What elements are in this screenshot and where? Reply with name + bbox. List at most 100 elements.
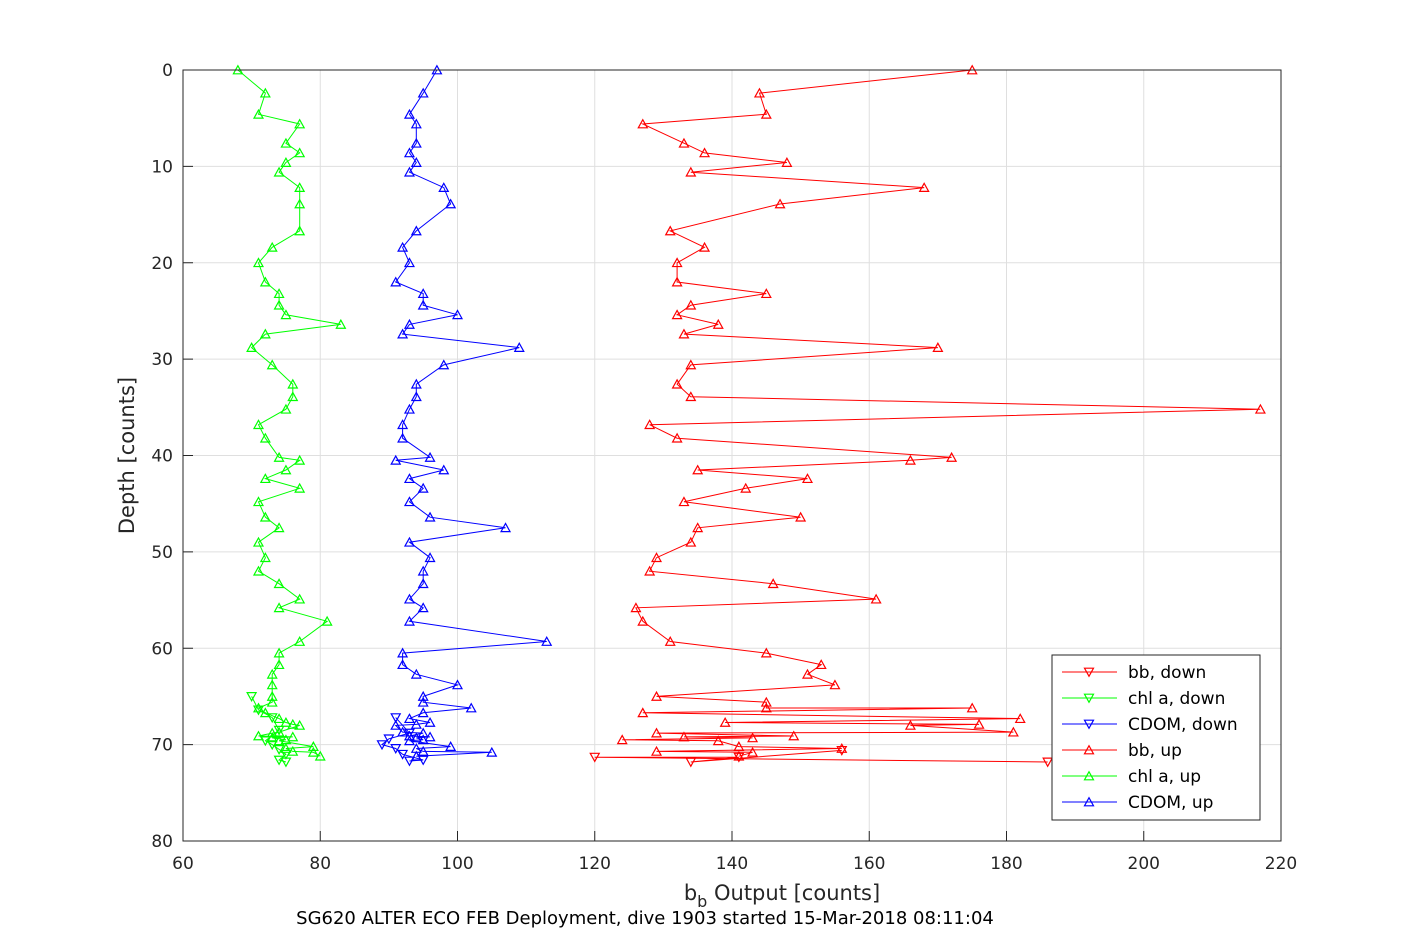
data-point: [273, 522, 285, 533]
data-point: [678, 328, 690, 339]
series-line: [237, 69, 341, 757]
data-point: [904, 454, 916, 465]
data-point: [417, 734, 429, 745]
data-point: [760, 647, 772, 658]
data-point: [417, 745, 429, 756]
data-point: [410, 157, 422, 167]
data-point: [417, 690, 429, 701]
data-point: [678, 137, 690, 148]
y-tick-label: 0: [162, 61, 173, 81]
data-point: [801, 668, 814, 679]
data-point: [486, 746, 498, 757]
data-point: [719, 716, 731, 727]
data-point: [259, 432, 271, 443]
data-point: [252, 702, 265, 713]
data-point: [438, 182, 450, 193]
data-point: [424, 511, 436, 522]
data-point: [417, 482, 429, 493]
data-point: [1042, 757, 1054, 768]
series-bb-down: [589, 745, 1054, 768]
data-point: [266, 713, 278, 724]
legend-item: chl a, down: [1062, 689, 1225, 709]
data-point: [252, 419, 265, 430]
x-tick-label: 200: [1128, 854, 1160, 874]
data-point: [403, 713, 415, 724]
data-point: [259, 552, 271, 563]
data-point: [397, 749, 409, 760]
data-point: [294, 147, 306, 158]
data-point: [287, 718, 299, 729]
data-point: [410, 718, 422, 729]
x-axis-label-rest: Output [counts]: [707, 881, 880, 905]
data-point: [273, 659, 285, 670]
data-point: [760, 696, 772, 707]
data-point: [424, 451, 436, 462]
data-point: [259, 87, 271, 98]
legend-item: bb, up: [1062, 741, 1182, 761]
x-tick-label: 120: [579, 854, 611, 874]
data-point: [403, 756, 415, 767]
data-point: [294, 198, 306, 209]
data-point: [1014, 713, 1026, 724]
data-point: [410, 378, 422, 389]
data-point: [946, 451, 958, 462]
data-point: [403, 166, 415, 177]
series-layer: [232, 64, 1266, 768]
data-point: [280, 742, 292, 753]
legend-item: chl a, up: [1062, 767, 1201, 787]
data-point: [712, 318, 724, 329]
x-axis-label-main: b: [684, 881, 697, 905]
series-cdom-up: [390, 64, 553, 761]
data-point: [767, 578, 779, 589]
legend-label: bb, up: [1128, 741, 1182, 761]
data-point: [692, 522, 704, 533]
series-bb-up: [616, 64, 1266, 761]
data-point: [445, 198, 457, 209]
data-point: [417, 696, 429, 707]
data-point: [753, 87, 765, 98]
data-point: [266, 727, 278, 738]
data-point: [630, 602, 642, 613]
legend-swatch-marker: [1083, 693, 1095, 704]
data-point: [410, 732, 422, 743]
x-axis-label-subscript: b: [697, 892, 707, 911]
data-point: [671, 257, 683, 268]
data-point: [973, 718, 985, 729]
data-point: [637, 707, 649, 718]
data-point: [650, 552, 663, 563]
data-point: [294, 118, 306, 129]
data-point: [417, 707, 429, 718]
data-point: [733, 750, 745, 761]
data-point: [273, 299, 285, 310]
data-point: [403, 735, 415, 746]
data-point: [280, 464, 292, 475]
y-tick-label: 20: [151, 254, 173, 274]
data-point: [397, 419, 409, 430]
data-point: [760, 288, 772, 299]
data-point: [438, 359, 450, 370]
data-point: [383, 734, 395, 745]
data-point: [273, 602, 285, 613]
data-point: [801, 473, 814, 484]
data-point: [294, 225, 306, 236]
data-point: [410, 137, 422, 148]
data-point: [287, 745, 299, 756]
data-point: [417, 299, 429, 310]
data-point: [273, 755, 285, 766]
data-point: [335, 318, 347, 329]
data-point: [259, 473, 271, 484]
y-tick-label: 30: [151, 350, 173, 370]
data-point: [246, 342, 258, 352]
data-point: [259, 707, 271, 718]
series-line: [394, 69, 547, 757]
data-point: [273, 745, 285, 755]
data-point: [397, 659, 409, 670]
legend-label: chl a, up: [1128, 767, 1201, 787]
data-point: [280, 309, 292, 320]
data-point: [692, 464, 704, 475]
data-point: [390, 454, 402, 465]
chart-caption: SG620 ALTER ECO FEB Deployment, dive 190…: [296, 908, 994, 929]
data-point: [836, 742, 848, 753]
data-point: [712, 735, 724, 746]
data-point: [747, 732, 759, 743]
